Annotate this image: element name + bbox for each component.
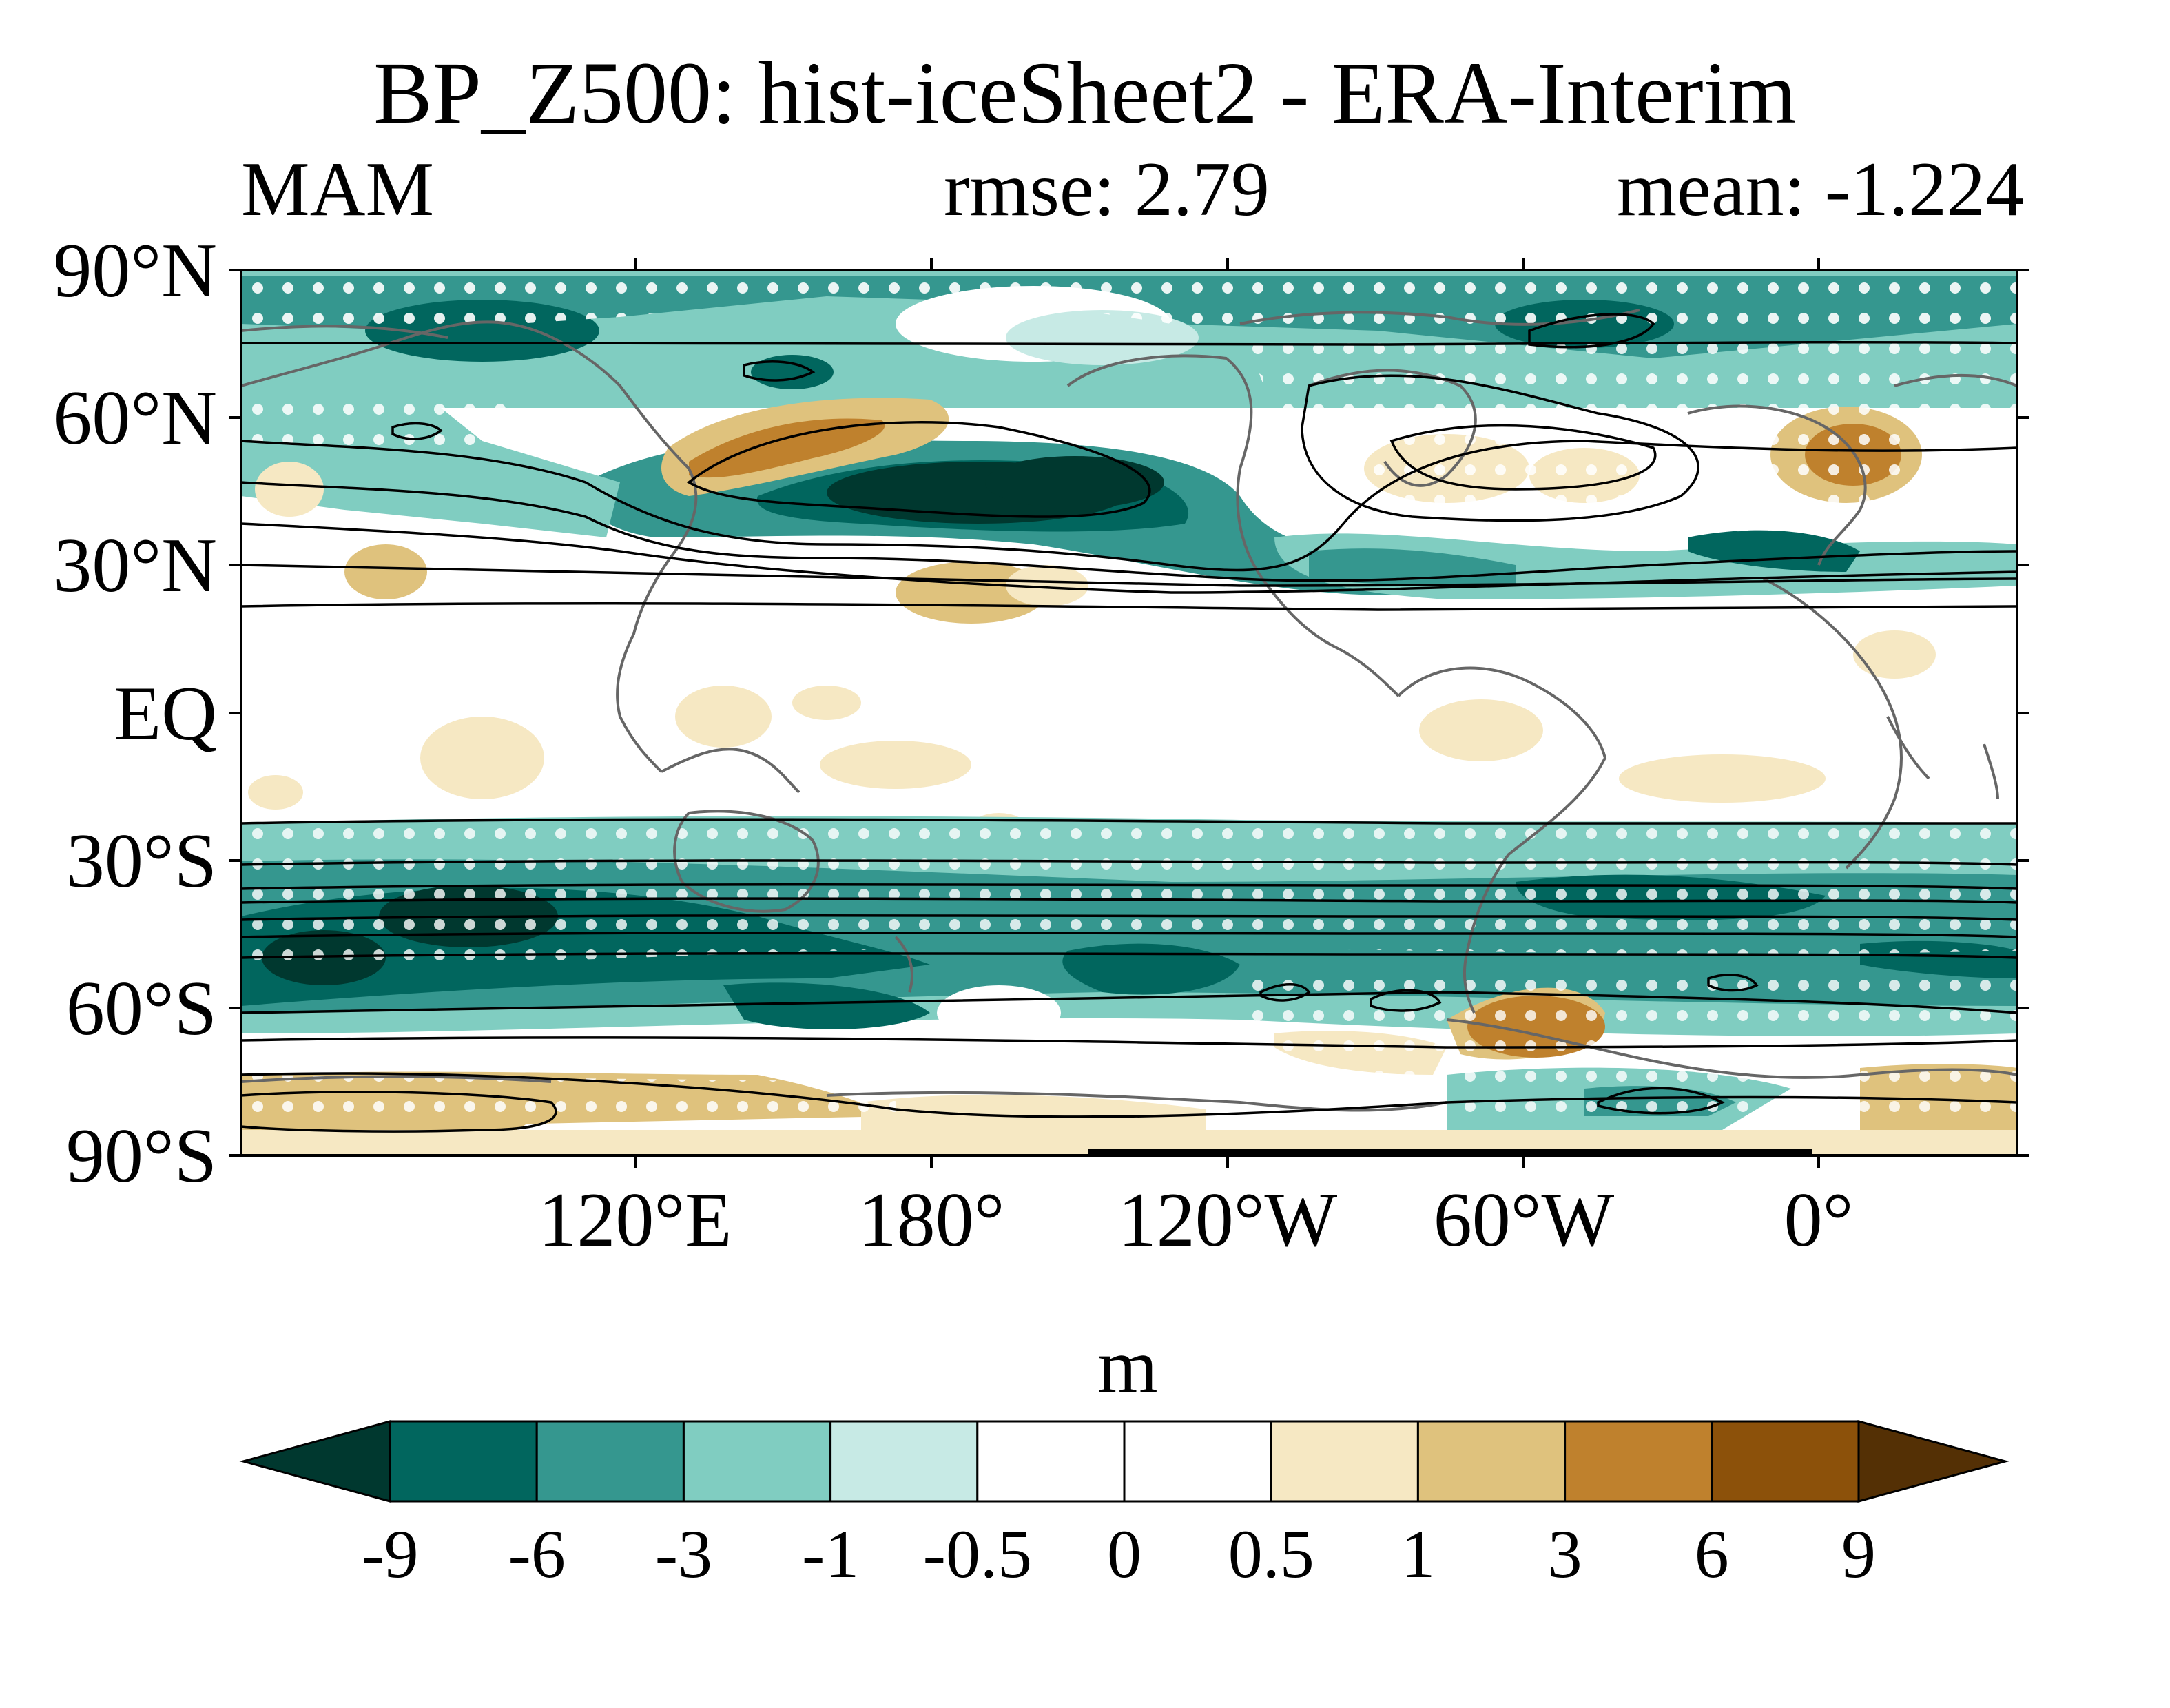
colorbar-label: -0.5 xyxy=(923,1516,1032,1592)
colorbar-box xyxy=(1564,1420,1713,1503)
season-label: MAM xyxy=(241,147,435,232)
colorbar-arrow-high xyxy=(1857,1420,2009,1503)
colorbar-label: -6 xyxy=(508,1516,566,1592)
colorbar-label: -3 xyxy=(655,1516,712,1592)
colorbar-label: 9 xyxy=(1841,1516,1876,1592)
colorbar-box xyxy=(829,1420,979,1503)
rmse-label: rmse: 2.79 xyxy=(944,147,1270,232)
lat-label-eq: EQ xyxy=(114,671,217,757)
anomaly-fill-tropics xyxy=(248,630,1936,841)
lon-label-180: 180° xyxy=(858,1177,1005,1263)
latitude-labels: 90°N 60°N 30°N EQ 30°S 60°S 90°S xyxy=(53,228,217,1199)
map-panel xyxy=(241,270,2017,1155)
lon-label-60w: 60°W xyxy=(1434,1177,1615,1263)
colorbar-box xyxy=(1270,1420,1419,1503)
lat-label-90n: 90°N xyxy=(53,228,217,313)
anomaly-fill-southern xyxy=(241,816,2017,1155)
map-ticks xyxy=(229,258,2029,1168)
colorbar: -9 -6 -3 -1 -0.5 0 0.5 1 3 6 9 xyxy=(239,1420,2009,1592)
lat-label-30n: 30°N xyxy=(53,523,217,608)
colorbar-box xyxy=(976,1420,1126,1503)
colorbar-label: 1 xyxy=(1401,1516,1435,1592)
lat-label-60n: 60°N xyxy=(53,375,217,461)
mean-label: mean: -1.224 xyxy=(1617,147,2024,232)
longitude-labels: 120°E 180° 120°W 60°W 0° xyxy=(538,1177,1853,1263)
lon-label-120w: 120°W xyxy=(1118,1177,1338,1263)
colorbar-label: -9 xyxy=(361,1516,418,1592)
lon-label-120e: 120°E xyxy=(538,1177,732,1263)
colorbar-box xyxy=(682,1420,832,1503)
colorbar-label: 6 xyxy=(1695,1516,1729,1592)
colorbar-box xyxy=(1711,1420,1860,1503)
coastlines xyxy=(241,309,2017,1112)
colorbar-box xyxy=(1123,1420,1272,1503)
colorbar-label: 0.5 xyxy=(1228,1516,1314,1592)
colorbar-units: m xyxy=(1097,1324,1157,1409)
colorbar-arrow-low xyxy=(239,1420,391,1503)
colorbar-label: 3 xyxy=(1548,1516,1582,1592)
plot-title: BP_Z500: hist-iceSheet2 - ERA-Interim xyxy=(373,44,1797,142)
colorbar-label: 0 xyxy=(1107,1516,1141,1592)
lat-label-30s: 30°S xyxy=(66,819,217,904)
colorbar-box xyxy=(1416,1420,1567,1503)
colorbar-label: -1 xyxy=(802,1516,859,1592)
lat-label-90s: 90°S xyxy=(66,1113,217,1199)
lon-label-0: 0° xyxy=(1784,1177,1854,1263)
lat-label-60s: 60°S xyxy=(66,966,217,1051)
climatology-contours xyxy=(241,313,2017,1133)
colorbar-box xyxy=(535,1420,685,1503)
colorbar-box xyxy=(389,1420,538,1503)
